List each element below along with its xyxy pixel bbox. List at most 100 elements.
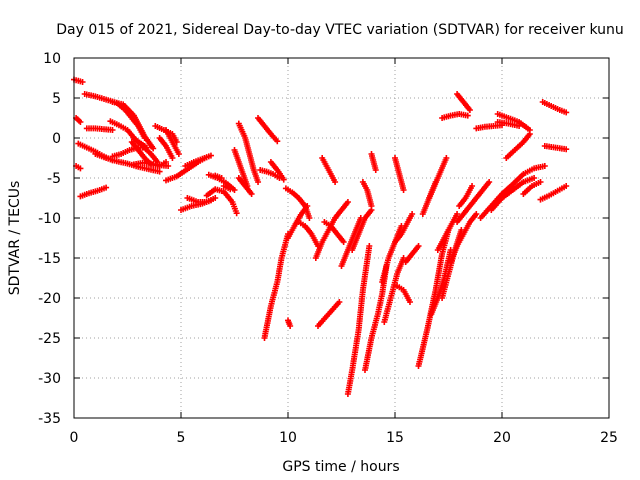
x-tick-label: 20: [493, 430, 511, 446]
data-point-marks: [394, 283, 413, 305]
series-s25: [220, 183, 234, 193]
data-point-marks: [321, 219, 347, 245]
data-point-marks: [257, 167, 283, 181]
data-point-marks: [539, 99, 570, 116]
data-point-marks: [359, 179, 375, 209]
data-point-marks: [434, 211, 461, 253]
series-s10: [77, 184, 110, 200]
y-tick-label: -15: [38, 251, 61, 267]
series-s65: [473, 122, 505, 132]
data-point-marks: [439, 111, 471, 121]
series-s14: [130, 135, 161, 165]
series-s71: [520, 179, 544, 197]
series-s67: [477, 163, 548, 221]
data-point-marks: [315, 299, 343, 329]
data-point-marks: [235, 120, 262, 185]
data-point-marks: [130, 135, 161, 165]
series-s02: [73, 115, 84, 125]
series-s16: [163, 127, 182, 157]
series-s56: [426, 155, 450, 201]
series-s66: [494, 119, 523, 129]
data-point-marks: [182, 152, 214, 169]
data-point-marks: [73, 115, 84, 125]
series-s32: [261, 231, 291, 341]
series-s60: [447, 211, 480, 265]
data-point-marks: [338, 215, 364, 269]
series-s42: [338, 215, 364, 269]
data-point-marks: [537, 183, 570, 203]
data-point-marks: [541, 143, 570, 153]
data-point-marks: [344, 243, 373, 397]
x-tick-label: 0: [70, 430, 79, 446]
axis-ticks: 0 5 10 15 20 25 10 5 0 -5 -10 -15 -20 -25 -30 -35: [38, 51, 618, 446]
series-s43: [344, 243, 373, 397]
data-point-marks: [235, 175, 255, 197]
series-s19: [182, 152, 214, 169]
data-point-marks: [178, 197, 214, 213]
data-point-marks: [285, 317, 294, 329]
data-point-marks: [402, 243, 422, 265]
data-point-marks: [454, 179, 493, 225]
plot-frame: [73, 57, 610, 419]
y-tick-label: -5: [47, 171, 61, 187]
data-point-marks: [368, 151, 379, 173]
series-s38: [315, 299, 343, 329]
data-point-marks: [428, 247, 454, 317]
series-s28: [235, 175, 255, 197]
y-tick-label: -30: [38, 371, 61, 387]
data-point-marks: [447, 211, 480, 265]
y-tick-label: -35: [38, 411, 61, 427]
y-tick-label: -25: [38, 331, 61, 347]
x-axis-label: GPS time / hours: [282, 459, 399, 475]
series-s70: [503, 131, 533, 161]
series-s06: [83, 125, 116, 133]
y-tick-label: 5: [52, 91, 61, 107]
data-point-marks: [392, 155, 407, 193]
data-point-marks: [349, 207, 375, 253]
data-point-marks: [456, 183, 476, 209]
series-s64: [456, 183, 476, 209]
x-tick-label: 10: [279, 430, 297, 446]
data-point-marks: [267, 159, 287, 183]
data-point-marks: [381, 255, 407, 325]
series-s29: [255, 115, 281, 145]
series-s05: [109, 99, 157, 152]
y-tick-label: -10: [38, 211, 61, 227]
series-s21: [178, 197, 214, 213]
series-s58: [434, 211, 461, 253]
data-point-marks: [212, 172, 225, 181]
series-s44: [349, 207, 375, 253]
series-s51: [394, 283, 413, 305]
series-s61: [454, 179, 493, 225]
data-point-marks: [295, 219, 321, 249]
data-point-marks: [332, 199, 351, 221]
x-tick-label: 5: [177, 430, 186, 446]
series-s26: [235, 120, 262, 185]
series-s74: [537, 183, 570, 203]
data-point-marks: [83, 125, 116, 133]
data-point-marks: [255, 115, 281, 145]
data-point-marks: [494, 111, 533, 133]
x-tick-label: 25: [600, 430, 618, 446]
series-s46: [362, 263, 390, 373]
y-axis-label: SDTVAR / TECUs: [7, 181, 23, 296]
series-s33: [285, 317, 294, 329]
series-s30: [257, 167, 283, 181]
series-s01: [71, 76, 86, 85]
series-s31: [267, 159, 287, 183]
data-point-marks: [503, 131, 533, 161]
data-series: [71, 76, 570, 397]
y-tick-label: -20: [38, 291, 61, 307]
data-point-marks: [261, 231, 291, 341]
series-s27: [231, 147, 251, 189]
series-s36: [295, 219, 321, 249]
data-point-marks: [77, 184, 110, 200]
y-tick-label: 0: [52, 131, 61, 147]
data-point-marks: [71, 76, 86, 85]
data-point-marks: [477, 163, 548, 221]
series-s62: [454, 91, 473, 113]
data-point-marks: [488, 175, 538, 213]
series-s49: [381, 255, 407, 325]
data-point-marks: [454, 91, 473, 113]
